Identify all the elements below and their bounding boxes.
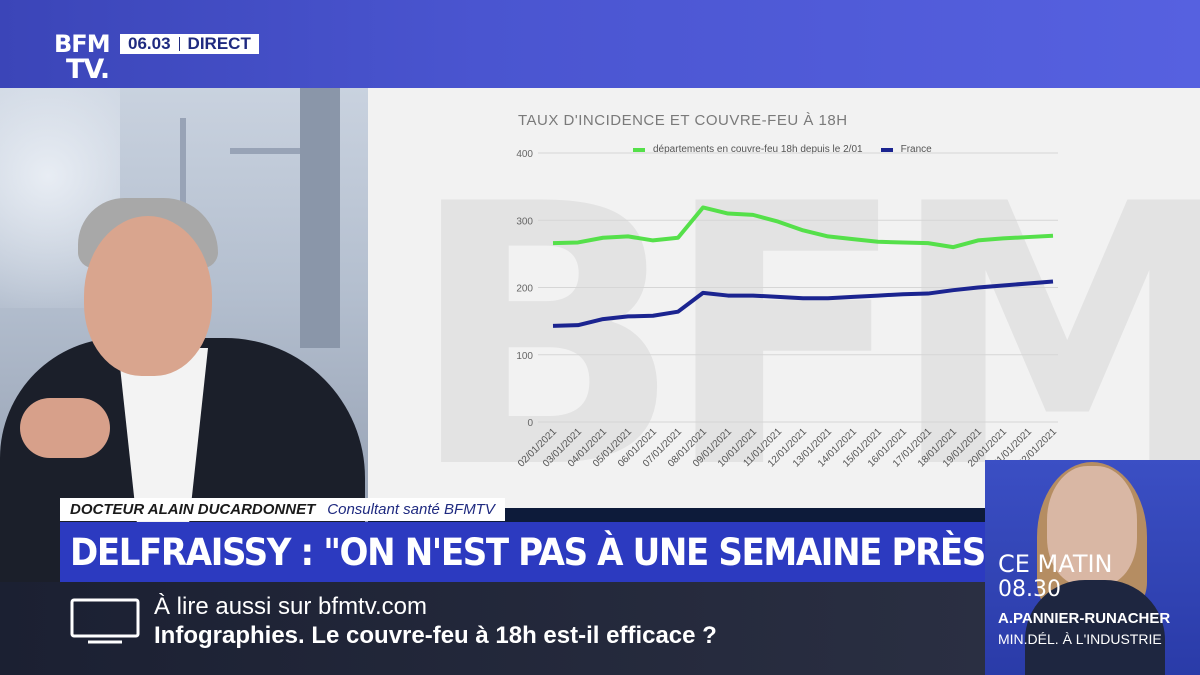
- series-line-departements: [552, 205, 1054, 250]
- logo-text-tv: TV.: [66, 54, 110, 85]
- promo-title: CE MATIN: [998, 550, 1113, 578]
- guest-name-bar: DOCTEUR ALAIN DUCARDONNET Consultant san…: [60, 498, 505, 521]
- guest-role: Consultant santé BFMTV: [327, 501, 495, 518]
- legend-swatch: [633, 147, 645, 152]
- ticker-bar: [0, 582, 985, 675]
- tv-icon: [70, 598, 140, 644]
- promo-guest-name: A.PANNIER-RUNACHER: [998, 610, 1171, 627]
- clock-live-badge: 06.03 DIRECT: [120, 34, 259, 54]
- legend-swatch: [880, 147, 893, 152]
- promo-guest-role: MIN.DÉL. À L'INDUSTRIE: [998, 631, 1162, 647]
- y-tick-label: 100: [516, 351, 533, 362]
- y-tick-label: 400: [516, 149, 533, 160]
- guest-name: DOCTEUR ALAIN DUCARDONNET: [70, 501, 316, 518]
- bfm-watermark: BFM: [408, 128, 1200, 508]
- incidence-line-chart: 010020030040002/01/202103/01/202104/01/2…: [516, 149, 1059, 470]
- headline-banner: DELFRAISSY : "ON N'EST PAS À UNE SEMAINE…: [60, 522, 1003, 582]
- chart-title: TAUX D'INCIDENCE ET COUVRE-FEU À 18H: [518, 112, 848, 129]
- separator: [178, 37, 180, 51]
- live-label: DIRECT: [187, 34, 251, 53]
- y-tick-label: 300: [516, 216, 533, 227]
- chart-legend: départements en couvre-feu 18h depuis le…: [633, 144, 932, 155]
- bfmtv-logo: BFM TV.: [50, 30, 120, 88]
- legend-item-green: départements en couvre-feu 18h depuis le…: [633, 144, 863, 155]
- headline-text: DELFRAISSY : "ON N'EST PAS À UNE SEMAINE…: [70, 530, 1003, 574]
- legend-item-france: France: [880, 144, 932, 155]
- ticker-line-2[interactable]: Infographies. Le couvre-feu à 18h est-il…: [154, 622, 717, 649]
- upcoming-promo: CE MATIN 08.30 A.PANNIER-RUNACHER MIN.DÉ…: [985, 460, 1200, 675]
- y-tick-label: 0: [527, 418, 533, 429]
- logo-text-bfm: BFM: [54, 30, 111, 58]
- y-tick-label: 200: [516, 284, 533, 295]
- chart-panel: BFM TAUX D'INCIDENCE ET COUVRE-FEU À 18H…: [368, 88, 1200, 508]
- legend-label: France: [900, 144, 932, 155]
- clock-time: 06.03: [128, 34, 171, 53]
- ticker-line-1: À lire aussi sur bfmtv.com: [154, 593, 427, 620]
- series-line-france: [552, 279, 1054, 328]
- promo-time: 08.30: [998, 577, 1061, 602]
- legend-label: départements en couvre-feu 18h depuis le…: [653, 144, 863, 155]
